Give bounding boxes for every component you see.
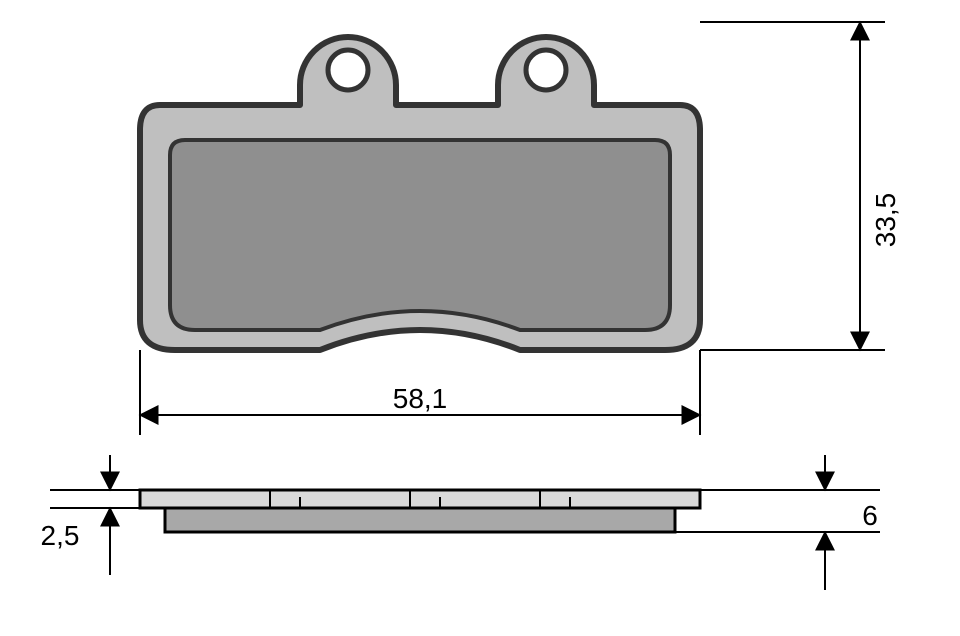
dim-height-label: 33,5 (870, 193, 901, 248)
technical-drawing: 33,5 58,1 2,5 (0, 0, 960, 636)
dim-plate: 2,5 (41, 455, 140, 575)
dim-width-label: 58,1 (393, 383, 448, 414)
dim-thickness: 6 (675, 455, 880, 590)
friction-pad (165, 508, 675, 532)
backing-plate (140, 490, 700, 508)
dim-plate-label: 2,5 (41, 520, 80, 551)
front-view (0, 0, 960, 400)
friction-surface (170, 140, 670, 330)
dim-thickness-label: 6 (862, 500, 878, 531)
side-view (140, 490, 700, 532)
